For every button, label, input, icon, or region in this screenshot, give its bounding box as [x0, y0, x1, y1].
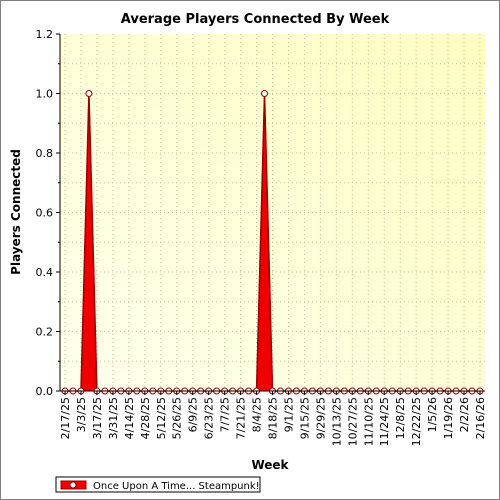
x-tick-label: 2/2/26 [458, 397, 471, 432]
x-tick-label: 7/7/25 [219, 397, 232, 432]
x-tick-label: 3/31/25 [107, 397, 120, 439]
x-tick-label: 8/4/25 [251, 397, 264, 432]
chart-title: Average Players Connected By Week [121, 12, 390, 27]
x-tick-label: 8/18/25 [267, 397, 280, 439]
x-tick-label: 1/19/26 [442, 397, 455, 439]
x-tick-label: 11/10/25 [362, 397, 375, 446]
x-ticks: 2/17/25 3/3/25 3/17/25 3/31/25 4/14/25 4/28/2… [59, 391, 487, 446]
y-tick-label: 0.2 [36, 326, 54, 339]
legend: Once Upon A Time... Steampunk! [55, 476, 261, 493]
x-tick-label: 1/5/26 [426, 397, 439, 432]
y-tick-label: 0.8 [36, 147, 54, 160]
y-tick-label: 0.4 [36, 266, 54, 279]
x-tick-label: 3/3/25 [75, 397, 88, 432]
y-tick-label: 0.0 [36, 385, 54, 398]
x-tick-label: 4/14/25 [123, 397, 136, 439]
x-tick-label: 3/17/25 [91, 397, 104, 439]
x-tick-label: 9/29/25 [314, 397, 327, 439]
legend-box [55, 476, 261, 493]
legend-label: Once Upon A Time... Steampunk! [93, 481, 260, 492]
x-tick-label: 6/9/25 [187, 397, 200, 432]
data-point [261, 90, 269, 97]
y-tick-label: 1.2 [36, 28, 54, 41]
x-tick-label: 5/26/25 [171, 397, 184, 439]
x-tick-label: 2/17/25 [59, 397, 72, 439]
y-tick-label: 1.0 [36, 88, 54, 101]
x-tick-label: 9/15/25 [298, 397, 311, 439]
x-tick-label: 9/1/25 [282, 397, 295, 432]
x-tick-label: 12/22/25 [410, 397, 423, 446]
y-axis-label: Players Connected [9, 149, 23, 275]
data-point [85, 90, 93, 97]
y-ticks: 0.0 0.2 0.4 0.6 0.8 1.0 1.2 [36, 28, 60, 398]
x-axis-label: Week [251, 458, 289, 472]
x-tick-label: 4/28/25 [139, 397, 152, 439]
x-tick-label: 10/27/25 [346, 397, 359, 446]
x-tick-label: 6/23/25 [203, 397, 216, 439]
x-tick-label: 10/13/25 [330, 397, 343, 446]
y-tick-label: 0.6 [36, 207, 54, 220]
legend-marker [69, 481, 77, 489]
x-tick-label: 2/16/26 [474, 397, 487, 439]
x-tick-label: 5/12/25 [155, 397, 168, 439]
x-tick-label: 7/21/25 [235, 397, 248, 439]
x-tick-label: 12/8/25 [394, 397, 407, 439]
x-tick-label: 11/24/25 [378, 397, 391, 446]
gridlines [60, 34, 485, 391]
